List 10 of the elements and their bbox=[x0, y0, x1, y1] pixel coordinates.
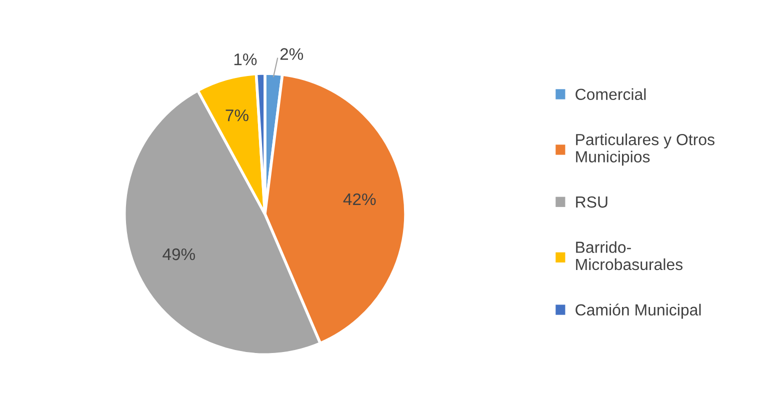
data-label: 49% bbox=[162, 248, 195, 260]
legend-label: Barrido-Microbasurales bbox=[576, 241, 683, 270]
data-label: 2% bbox=[280, 48, 304, 60]
legend-label: Comercial bbox=[576, 88, 646, 100]
legend-label: Particulares y Otros Municipios bbox=[576, 134, 714, 166]
data-label: 1% bbox=[234, 54, 257, 66]
legend-label: Camión Municipal bbox=[576, 304, 701, 319]
legend-label: RSU bbox=[576, 196, 608, 208]
data-label: 42% bbox=[343, 193, 376, 206]
data-label: 7% bbox=[226, 110, 248, 122]
